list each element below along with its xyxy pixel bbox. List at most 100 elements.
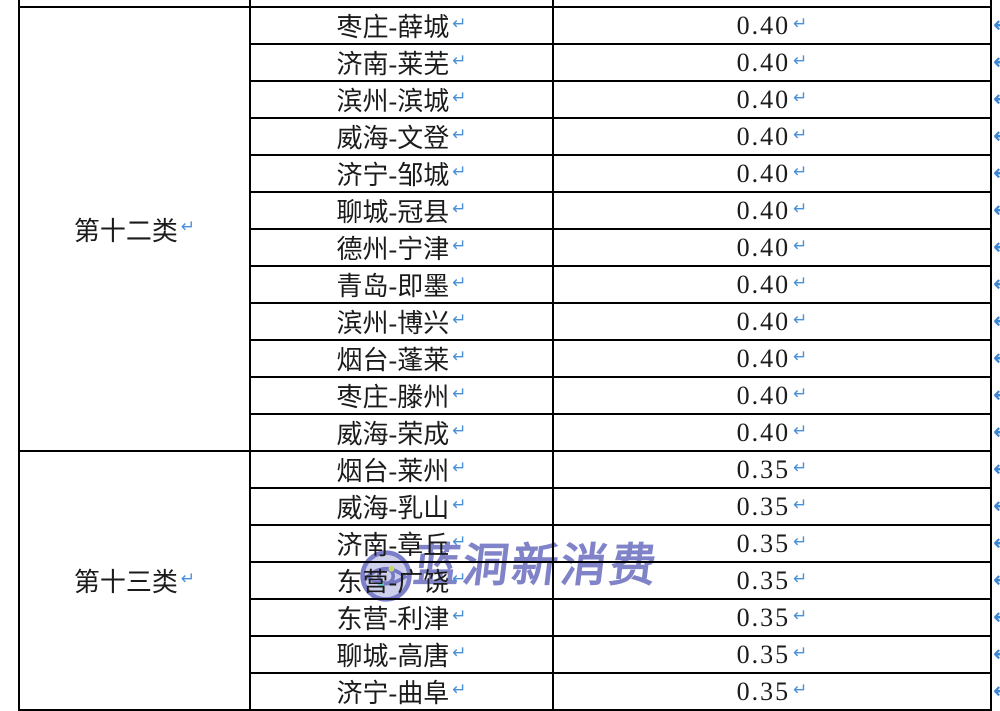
paragraph-mark-icon: ↵ [452,679,467,700]
paragraph-mark-icon: ↵ [793,568,808,589]
paragraph-mark-icon: ↵ [793,383,808,404]
city-pair: 东营-利津 [336,605,450,634]
category-label: 第十三类 [73,568,178,597]
rate-value: 0.40 [736,47,791,77]
value-cell[interactable]: 0.40 ↵ [554,378,992,415]
value-cell[interactable]: 0.40 ↵ [554,415,992,452]
city-cell[interactable]: 青岛-即墨 ↵ [251,267,554,304]
paragraph-mark-icon: ↵ [793,161,808,182]
paragraph-mark-icon: ↵ [452,383,467,404]
city-pair: 聊城-高唐 [336,642,450,671]
paragraph-mark-icon: ↵ [793,642,808,663]
rate-value: 0.35 [736,676,791,706]
paragraph-mark-icon: ↵ [452,124,467,145]
paragraph-mark-icon: ↵ [793,420,808,441]
rate-value: 0.40 [736,380,791,410]
category-cell[interactable]: 第十二类 ↵ [20,8,251,452]
empty-cell [251,0,554,8]
city-cell[interactable]: 聊城-冠县 ↵ [251,193,554,230]
city-cell[interactable]: 东营-广饶 ↵ [251,563,554,600]
value-cell[interactable]: 0.40 ↵ [554,267,992,304]
city-cell[interactable]: 济南-莱芜 ↵ [251,45,554,82]
city-pair: 济宁-邹城 [336,161,450,190]
city-cell[interactable]: 济宁-邹城 ↵ [251,156,554,193]
paragraph-mark-icon: ↵ [452,642,467,663]
paragraph-mark-icon: ↵ [452,494,467,515]
city-cell[interactable]: 枣庄-滕州 ↵ [251,378,554,415]
value-cell[interactable]: 0.35 ↵ [554,637,992,674]
paragraph-mark-icon: ↵ [180,568,196,589]
value-cell[interactable]: 0.40 ↵ [554,230,992,267]
city-cell[interactable]: 德州-宁津 ↵ [251,230,554,267]
value-cell[interactable]: 0.40 ↵ [554,82,992,119]
rate-value: 0.40 [736,84,791,114]
city-cell[interactable]: 滨州-滨城 ↵ [251,82,554,119]
rate-value: 0.40 [736,158,791,188]
row-end-mark-icon: ↵ [993,606,1000,630]
value-cell[interactable]: 0.35 ↵ [554,674,992,711]
paragraph-mark-icon: ↵ [793,272,808,293]
rate-value: 0.35 [736,491,791,521]
value-cell[interactable]: 0.40 ↵ [554,45,992,82]
value-cell[interactable]: 0.40 ↵ [554,8,992,45]
city-pair: 济南-章丘 [336,531,450,560]
row-end-mark-icon: ↵ [993,51,1000,75]
paragraph-mark-icon: ↵ [452,457,467,478]
paragraph-mark-icon: ↵ [793,605,808,626]
city-cell[interactable]: 威海-荣成 ↵ [251,415,554,452]
city-pair: 枣庄-滕州 [336,383,450,412]
city-pair: 聊城-冠县 [336,198,450,227]
value-cell[interactable]: 0.35 ↵ [554,452,992,489]
value-cell[interactable]: 0.40 ↵ [554,119,992,156]
paragraph-mark-icon: ↵ [793,50,808,71]
value-cell[interactable]: 0.35 ↵ [554,526,992,563]
paragraph-mark-icon: ↵ [452,531,467,552]
paragraph-mark-icon: ↵ [793,235,808,256]
city-cell[interactable]: 济宁-曲阜 ↵ [251,674,554,711]
paragraph-mark-icon: ↵ [452,605,467,626]
paragraph-mark-icon: ↵ [180,217,196,237]
paragraph-mark-icon: ↵ [793,457,808,478]
value-cell[interactable]: 0.40 ↵ [554,341,992,378]
city-cell[interactable]: 烟台-莱州 ↵ [251,452,554,489]
city-pair: 枣庄-薛城 [336,13,450,42]
value-cell[interactable]: 0.40 ↵ [554,156,992,193]
city-cell[interactable]: 威海-乳山 ↵ [251,489,554,526]
city-pair: 滨州-博兴 [336,309,450,338]
rate-value: 0.40 [736,417,791,447]
paragraph-mark-icon: ↵ [452,50,467,71]
city-cell[interactable]: 烟台-蓬莱 ↵ [251,341,554,378]
row-end-mark-icon: ↵ [993,680,1000,704]
value-cell[interactable]: 0.35 ↵ [554,563,992,600]
city-pair: 济南-莱芜 [336,50,450,79]
city-pair: 烟台-莱州 [336,457,450,486]
value-cell[interactable]: 0.40 ↵ [554,304,992,341]
city-pair: 滨州-滨城 [336,87,450,116]
row-end-mark-icon: ↵ [993,347,1000,371]
city-pair: 威海-乳山 [336,494,450,523]
row-end-mark-icon: ↵ [993,236,1000,260]
value-cell[interactable]: 0.35 ↵ [554,600,992,637]
city-cell[interactable]: 枣庄-薛城 ↵ [251,8,554,45]
value-cell[interactable]: 0.35 ↵ [554,489,992,526]
city-cell[interactable]: 济南-章丘 ↵ [251,526,554,563]
category-cell[interactable]: 第十三类 ↵ [20,452,251,711]
rate-value: 0.35 [736,528,791,558]
city-pair: 青岛-即墨 [336,272,450,301]
value-cell[interactable]: 0.40 ↵ [554,193,992,230]
paragraph-mark-icon: ↵ [452,568,467,589]
paragraph-mark-icon: ↵ [452,161,467,182]
paragraph-mark-icon: ↵ [793,13,808,34]
row-end-mark-icon: ↵ [993,125,1000,149]
city-cell[interactable]: 聊城-高唐 ↵ [251,637,554,674]
city-cell[interactable]: 东营-利津 ↵ [251,600,554,637]
city-cell[interactable]: 滨州-博兴 ↵ [251,304,554,341]
city-pair: 威海-荣成 [336,420,450,449]
row-end-mark-icon: ↵ [993,421,1000,445]
row-end-mark-icon: ↵ [993,14,1000,38]
city-pair: 威海-文登 [336,124,450,153]
rate-value: 0.35 [736,602,791,632]
paragraph-mark-icon: ↵ [793,309,808,330]
city-cell[interactable]: 威海-文登 ↵ [251,119,554,156]
city-pair: 德州-宁津 [336,235,450,264]
